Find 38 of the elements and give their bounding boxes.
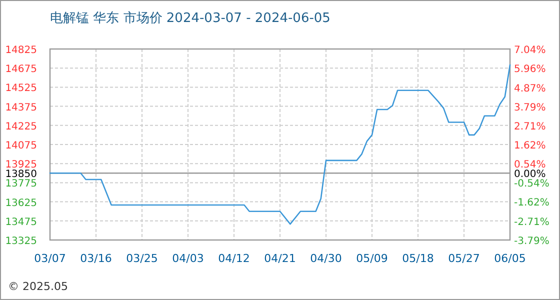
- x-tick-label: 05/18: [402, 252, 434, 265]
- y2-tick-label: 4.87%: [514, 83, 546, 94]
- y-tick-label: 14825: [5, 45, 37, 56]
- x-tick-label: 05/27: [448, 252, 480, 265]
- chart-title: 电解锰 华东 市场价 2024-03-07 - 2024-06-05: [50, 11, 330, 26]
- x-tick-label: 03/25: [126, 252, 158, 265]
- y2-tick-label: 1.62%: [514, 140, 546, 152]
- x-tick-label: 05/09: [356, 252, 388, 265]
- y2-tick-label: 0.00%: [514, 169, 546, 180]
- text: © 2025.05: [8, 280, 68, 293]
- y-tick-label: 14675: [5, 64, 37, 76]
- y2-tick-label: 5.96%: [514, 64, 546, 76]
- y2-tick-label: 7.04%: [514, 45, 546, 56]
- y-tick-label: 14225: [5, 121, 37, 132]
- y-tick-label: 13625: [5, 198, 37, 209]
- x-tick-label: 06/05: [494, 252, 526, 265]
- y-tick-label: 13850: [5, 169, 37, 180]
- y2-tick-label: -1.62%: [514, 198, 550, 209]
- y-tick-label: 14075: [5, 140, 37, 152]
- y-tick-label: 14525: [5, 83, 37, 94]
- y2-tick-label: 3.79%: [514, 102, 546, 114]
- x-tick-label: 04/12: [218, 252, 250, 265]
- y2-tick-label: 0.54%: [514, 160, 546, 171]
- y-tick-label: 13325: [5, 236, 37, 247]
- x-tick-label: 03/07: [34, 252, 66, 265]
- x-tick-label: 03/16: [80, 252, 112, 265]
- line-series: [49, 64, 511, 225]
- y-tick-label: 14375: [5, 102, 37, 114]
- y-tick-label: 13775: [5, 178, 37, 190]
- y-tick-label: 13475: [5, 216, 37, 228]
- y2-tick-label: -3.79%: [514, 236, 550, 247]
- x-tick-label: 04/30: [310, 252, 342, 265]
- y2-tick-label: -2.71%: [514, 216, 550, 228]
- y2-tick-label: 2.71%: [514, 121, 546, 132]
- x-tick-label: 04/03: [172, 252, 204, 265]
- y-tick-label: 13925: [5, 160, 37, 171]
- y2-tick-label: -0.54%: [514, 178, 550, 190]
- x-tick-label: 04/21: [264, 252, 296, 265]
